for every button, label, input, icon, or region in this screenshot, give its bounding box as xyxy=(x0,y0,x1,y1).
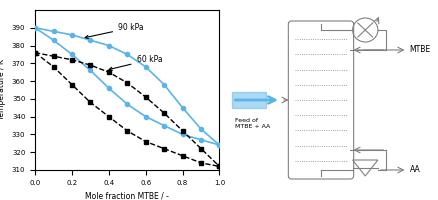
Text: MTBE: MTBE xyxy=(409,46,430,54)
Text: AA: AA xyxy=(409,166,419,174)
Text: 60 kPa: 60 kPa xyxy=(109,55,162,70)
Polygon shape xyxy=(232,92,265,108)
Y-axis label: Temperature / K: Temperature / K xyxy=(0,60,6,120)
Text: Feed of
MTBE + AA: Feed of MTBE + AA xyxy=(234,118,269,129)
Text: 90 kPa: 90 kPa xyxy=(85,23,143,38)
X-axis label: Mole fraction MTBE / -: Mole fraction MTBE / - xyxy=(85,191,169,200)
FancyBboxPatch shape xyxy=(288,21,353,179)
